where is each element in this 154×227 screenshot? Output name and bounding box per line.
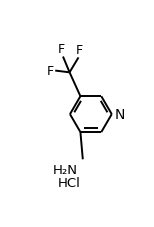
Text: HCl: HCl bbox=[58, 176, 81, 189]
Text: F: F bbox=[76, 43, 83, 56]
Text: N: N bbox=[115, 108, 125, 122]
Text: F: F bbox=[58, 43, 65, 56]
Text: F: F bbox=[46, 65, 53, 78]
Text: H₂N: H₂N bbox=[53, 163, 78, 176]
